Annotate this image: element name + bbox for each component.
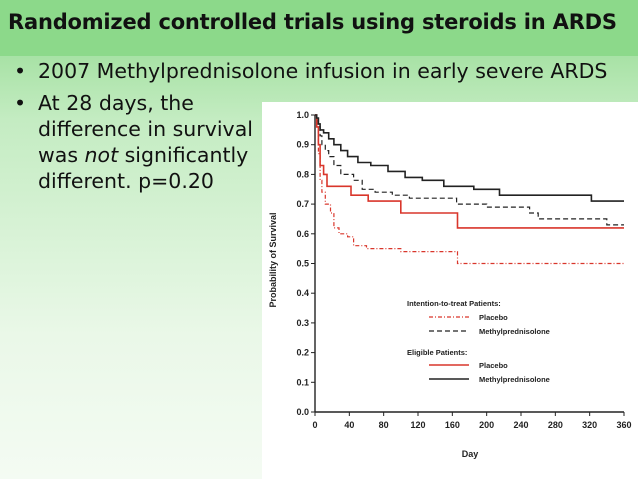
y-tick-label: 0.6 xyxy=(296,229,309,239)
y-tick-label: 0.4 xyxy=(296,288,309,298)
bullet-text-2b: significantly different. p=0.20 xyxy=(38,143,249,193)
bullet-text-1: 2007 Methylprednisolone infusion in earl… xyxy=(38,59,608,83)
x-tick-label: 360 xyxy=(616,420,631,430)
x-tick-label: 80 xyxy=(379,420,389,430)
y-tick-label: 0.0 xyxy=(296,407,309,417)
x-axis-label: Day xyxy=(462,449,479,459)
x-tick-label: 240 xyxy=(513,420,528,430)
bullet-item-2: • At 28 days, the difference in survival… xyxy=(10,90,273,194)
slide-title: Randomized controlled trials using stero… xyxy=(0,0,638,56)
y-tick-label: 0.7 xyxy=(296,199,309,209)
survival-chart-svg: 0.0 0.1 0.2 0.3 0.4 0.5 0.6 0.7 0.8 0.9 1.0 0 40 80 12… xyxy=(268,110,632,459)
y-tick-label: 0.9 xyxy=(296,140,309,150)
legend-entry: Placebo xyxy=(479,313,508,322)
series-line-eligible-placebo xyxy=(315,114,624,229)
legend-entry: Placebo xyxy=(479,361,508,370)
bullet-text-2-emphasis: not xyxy=(84,143,119,167)
series-line-eligible-methylprednisolone xyxy=(315,114,624,202)
y-axis-label: Probability of Survival xyxy=(268,212,278,307)
y-tick-label: 1.0 xyxy=(296,110,309,120)
y-tick-label: 0.3 xyxy=(296,318,309,328)
bullet-list: • 2007 Methylprednisolone infusion in ea… xyxy=(10,58,630,194)
x-tick-label: 280 xyxy=(548,420,563,430)
bullet-item-1: • 2007 Methylprednisolone infusion in ea… xyxy=(10,58,638,84)
y-tick-label: 0.8 xyxy=(296,169,309,179)
series-line-itt-methylprednisolone xyxy=(315,114,624,226)
series-line-itt-placebo xyxy=(315,114,624,265)
x-tick-label: 0 xyxy=(312,420,317,430)
legend-group-itt: Intention-to-treat Patients: xyxy=(407,299,501,308)
y-tick-label: 0.1 xyxy=(296,377,309,387)
x-tick-label: 40 xyxy=(344,420,354,430)
legend-entry: Methylprednisolone xyxy=(479,375,550,384)
x-tick-label: 200 xyxy=(479,420,494,430)
legend-entry: Methylprednisolone xyxy=(479,327,550,336)
x-tick-label: 120 xyxy=(410,420,425,430)
x-tick-label: 320 xyxy=(582,420,597,430)
bullet-icon: • xyxy=(14,91,27,115)
bullet-text-2a: At 28 days, the difference in survival w… xyxy=(38,91,253,167)
y-tick-label: 0.2 xyxy=(296,348,309,358)
survival-chart: 0.0 0.1 0.2 0.3 0.4 0.5 0.6 0.7 0.8 0.9 1.0 0 40 80 12… xyxy=(262,102,638,479)
legend-group-eligible: Eligible Patients: xyxy=(407,348,467,357)
x-tick-label: 160 xyxy=(445,420,460,430)
bullet-icon: • xyxy=(14,59,27,83)
y-tick-label: 0.5 xyxy=(296,259,309,269)
